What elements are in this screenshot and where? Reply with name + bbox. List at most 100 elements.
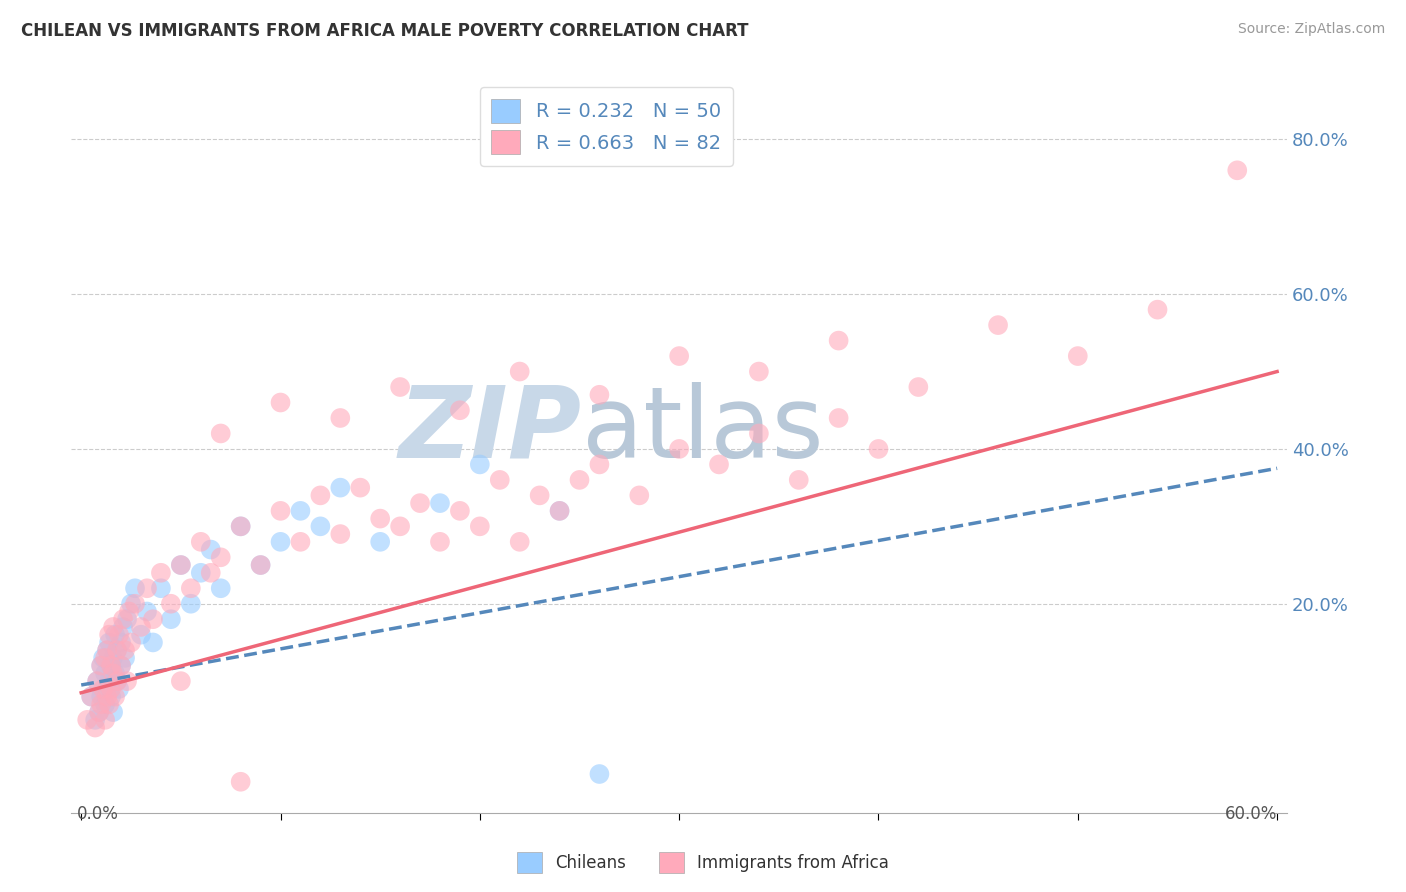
Point [124,581,146,595]
Point [149,581,172,595]
Point [98,698,121,712]
Point [114,651,136,665]
Point [827,411,849,425]
Point [105,643,128,657]
Point [488,473,510,487]
Point [110,658,132,673]
Text: 0.0%: 0.0% [77,805,120,823]
Point [329,481,352,495]
Point [108,681,131,696]
Point [290,534,312,549]
Point [104,628,127,642]
Point [118,605,141,619]
Point [124,597,146,611]
Point [1067,349,1090,363]
Point [389,380,412,394]
Point [89,705,111,719]
Point [907,380,929,394]
Point [105,643,128,657]
Point [120,635,142,649]
Point [94,651,117,665]
Point [190,534,212,549]
Point [105,674,128,689]
Point [89,705,111,719]
Point [96,681,118,696]
Point [98,628,121,642]
Point [80,690,103,704]
Point [94,698,117,712]
Point [100,681,122,696]
Point [628,488,651,502]
Point [548,504,571,518]
Legend: R = 0.232   N = 50, R = 0.663   N = 82: R = 0.232 N = 50, R = 0.663 N = 82 [479,87,733,166]
Point [368,534,391,549]
Point [100,658,122,673]
Point [200,542,222,557]
Point [91,681,114,696]
Point [249,558,271,572]
Point [180,597,202,611]
Point [827,334,849,348]
Point [136,581,159,595]
Point [110,658,132,673]
Point [115,674,138,689]
Point [129,620,152,634]
Point [114,643,136,657]
Point [105,674,128,689]
Point [96,643,118,657]
Point [270,504,292,518]
Point [170,558,193,572]
Point [84,721,107,735]
Point [509,365,531,379]
Text: 60.0%: 60.0% [1225,805,1277,823]
Point [91,651,114,665]
Point [80,690,103,704]
Point [98,674,121,689]
Point [101,705,124,719]
Point [84,713,107,727]
Point [270,395,292,409]
Point [309,488,332,502]
Point [748,426,770,441]
Point [668,349,690,363]
Point [1226,163,1249,178]
Point [86,674,108,689]
Point [120,597,142,611]
Point [86,674,108,689]
Point [160,612,183,626]
Point [309,519,332,533]
Point [136,605,159,619]
Point [101,666,124,681]
Point [509,534,531,549]
Point [96,690,118,704]
Text: atlas: atlas [582,382,824,479]
Point [112,620,135,634]
Text: ZIP: ZIP [399,382,582,479]
Point [94,713,117,727]
Text: Source: ZipAtlas.com: Source: ZipAtlas.com [1237,22,1385,37]
Point [209,550,232,565]
Legend: Chileans, Immigrants from Africa: Chileans, Immigrants from Africa [510,846,896,880]
Point [229,519,252,533]
Point [349,481,371,495]
Point [368,511,391,525]
Point [110,635,132,649]
Point [270,534,292,549]
Point [748,365,770,379]
Point [449,504,471,518]
Point [429,534,451,549]
Point [290,504,312,518]
Point [100,690,122,704]
Point [449,403,471,417]
Point [142,612,165,626]
Point [229,774,252,789]
Point [429,496,451,510]
Point [190,566,212,580]
Point [868,442,890,456]
Point [389,519,412,533]
Point [180,581,202,595]
Point [115,612,138,626]
Point [129,628,152,642]
Point [468,458,491,472]
Point [160,597,183,611]
